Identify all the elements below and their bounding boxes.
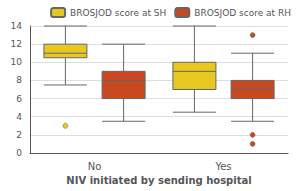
svg-text:10: 10: [11, 57, 23, 67]
svg-text:0: 0: [16, 148, 22, 158]
svg-text:2: 2: [16, 130, 22, 140]
svg-text:BROSJOD score at RH: BROSJOD score at RH: [194, 8, 291, 18]
svg-text:14: 14: [11, 21, 23, 31]
svg-text:8: 8: [16, 75, 22, 85]
svg-text:4: 4: [16, 112, 22, 122]
svg-text:NIV initiated by sending hospi: NIV initiated by sending hospital: [66, 175, 251, 186]
svg-text:BROSJOD score at SH: BROSJOD score at SH: [70, 8, 166, 18]
svg-text:6: 6: [16, 94, 22, 104]
svg-text:12: 12: [11, 39, 22, 49]
svg-text:Yes: Yes: [214, 161, 231, 172]
svg-text:No: No: [88, 161, 102, 172]
